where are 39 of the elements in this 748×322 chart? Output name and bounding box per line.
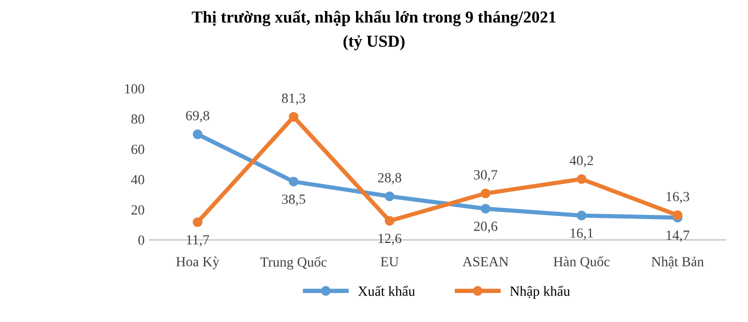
point — [576, 174, 586, 184]
point — [384, 191, 394, 202]
data-label: 12,6 — [378, 234, 402, 246]
data-label: 30,7 — [474, 170, 498, 182]
y-tick-label: 40 — [131, 174, 144, 184]
data-label: 20,6 — [474, 222, 498, 233]
point — [672, 210, 682, 220]
point — [384, 216, 394, 226]
y-tick-label: 80 — [131, 114, 144, 124]
data-label: 69,8 — [186, 110, 210, 122]
data-label: 16,3 — [666, 192, 690, 204]
y-tick-label: 60 — [131, 144, 144, 154]
point — [192, 129, 202, 140]
x-tick-label: ASEAN — [462, 256, 508, 266]
x-tick-label: Nhật Bản — [652, 256, 704, 268]
chart-subtitle: (tỷ USD) — [343, 35, 405, 50]
data-label: 28,8 — [378, 173, 402, 184]
x-tick-label: Hoa Kỳ — [176, 256, 220, 270]
point — [288, 176, 298, 186]
x-tick-label: Trung Quốc — [260, 256, 327, 270]
point — [480, 188, 490, 198]
legend-label: Xuất khẩu — [358, 286, 415, 296]
data-label: 11,7 — [186, 235, 210, 246]
data-label: 81,3 — [282, 94, 306, 105]
point — [192, 217, 202, 228]
legend-label: Nhập khẩu — [510, 286, 570, 299]
x-tick-label: EU — [380, 257, 399, 266]
data-label: 14,7 — [666, 230, 690, 242]
data-label: 38,5 — [282, 194, 306, 206]
point — [288, 112, 298, 122]
point — [480, 204, 490, 214]
x-tick-label: Hàn Quốc — [554, 256, 610, 268]
chart-title: Thị trường xuất, nhập khẩu lớn trong 9 tháng/2021 — [192, 10, 556, 26]
y-tick-label: 100 — [125, 84, 144, 94]
data-label: 40,2 — [570, 156, 593, 168]
y-tick-label: 0 — [138, 235, 144, 245]
data-label: 16,1 — [570, 228, 593, 240]
point — [576, 210, 586, 220]
y-tick-label: 20 — [131, 205, 144, 215]
